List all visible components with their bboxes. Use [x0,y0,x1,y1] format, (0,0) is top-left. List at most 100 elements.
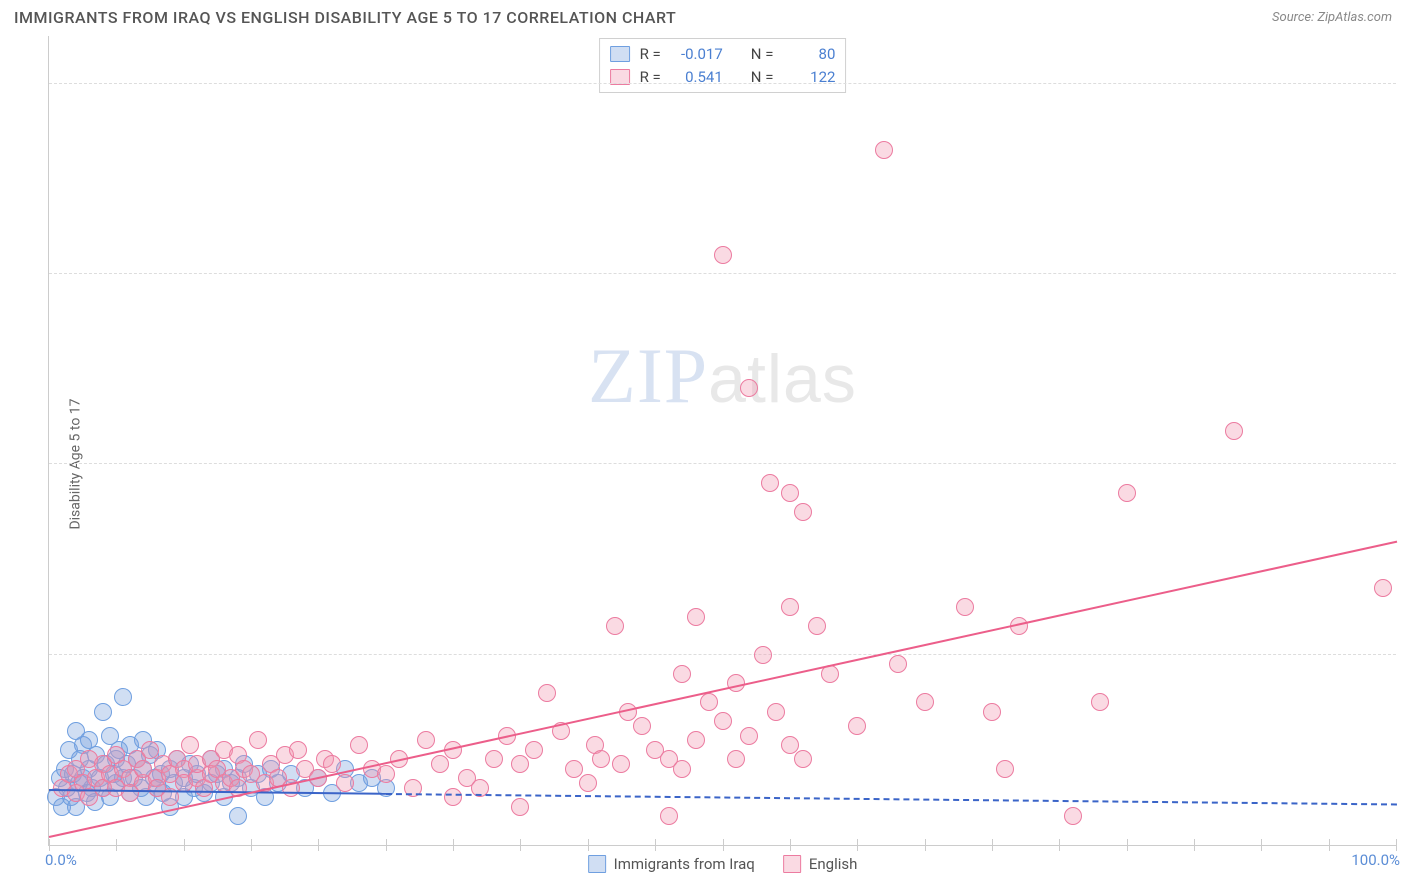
x-tick [925,839,926,851]
data-point [579,774,597,792]
data-point [740,727,758,745]
x-tick [588,839,589,851]
data-point [848,717,866,735]
trend-line [386,793,1397,805]
data-point [249,731,267,749]
stat-n-value: 122 [783,66,835,89]
x-axis-max-label: 100.0% [1351,851,1400,869]
x-tick [1059,839,1060,851]
data-point [511,798,529,816]
chart-title: IMMIGRANTS FROM IRAQ VS ENGLISH DISABILI… [14,8,676,27]
data-point [1091,693,1109,711]
data-point [687,731,705,749]
data-point [94,703,112,721]
data-point [1064,807,1082,825]
x-tick [116,839,117,851]
gridline [49,654,1396,655]
data-point [761,474,779,492]
x-tick [520,839,521,851]
gridline [49,83,1396,84]
data-point [1118,484,1136,502]
data-point [875,141,893,159]
legend-swatch [588,855,606,873]
data-point [794,503,812,521]
data-point [740,379,758,397]
stat-r-label: R = [640,66,661,89]
x-tick [1329,839,1330,851]
stat-r-label: R = [640,43,661,66]
data-point [700,693,718,711]
x-tick [1194,839,1195,851]
stats-row: R = 0.541 N = 122 [610,66,836,89]
x-tick [318,839,319,851]
x-tick [723,839,724,851]
data-point [754,646,772,664]
data-point [808,617,826,635]
data-point [660,807,678,825]
legend-label: Immigrants from Iraq [614,855,755,873]
stat-r-value: 0.541 [671,66,723,89]
data-point [996,760,1014,778]
data-point [781,736,799,754]
data-point [606,617,624,635]
x-tick [1396,839,1397,851]
data-point [538,684,556,702]
data-point [350,736,368,754]
data-point [916,693,934,711]
data-point [794,750,812,768]
data-point [511,755,529,773]
stat-n-label: N = [751,43,774,66]
data-point [485,750,503,768]
y-tick-label: 40.0% [1400,437,1406,455]
x-tick [1127,839,1128,851]
data-point [767,703,785,721]
data-point [673,665,691,683]
correlation-stats-box: R =-0.017N =80R =0.541N =122 [599,38,847,93]
legend-label: English [809,855,858,873]
data-point [229,807,247,825]
data-point [565,760,583,778]
scatter-plot: ZIPatlas R =-0.017N =80R =0.541N =122 0.… [48,36,1396,846]
data-point [612,755,630,773]
data-point [592,750,610,768]
x-axis-min-label: 0.0% [45,851,77,869]
data-point [714,712,732,730]
stats-row: R =-0.017N =80 [610,43,836,66]
data-point [727,750,745,768]
source-text: Source: ZipAtlas.com [1272,10,1392,25]
x-tick [655,839,656,851]
x-tick [184,839,185,851]
x-tick [790,839,791,851]
data-point [781,484,799,502]
data-point [336,774,354,792]
data-point [1225,422,1243,440]
data-point [289,741,307,759]
stat-r-value: -0.017 [671,43,723,66]
legend-item: English [783,855,858,873]
y-tick-label: 60.0% [1400,247,1406,265]
data-point [983,703,1001,721]
legend-item: Immigrants from Iraq [588,855,755,873]
watermark: ZIPatlas [588,331,857,421]
data-point [141,741,159,759]
data-point [889,655,907,673]
data-point [525,741,543,759]
legend: Immigrants from Iraq English [588,855,858,873]
data-point [181,736,199,754]
data-point [714,246,732,264]
data-point [956,598,974,616]
data-point [673,760,691,778]
y-tick-label: 20.0% [1400,628,1406,646]
data-point [633,717,651,735]
x-tick [386,839,387,851]
legend-swatch [783,855,801,873]
data-point [687,608,705,626]
stat-n-label: N = [751,66,774,89]
data-point [114,688,132,706]
data-point [431,755,449,773]
data-point [1374,579,1392,597]
x-tick [453,839,454,851]
legend-swatch [610,46,630,62]
data-point [377,765,395,783]
data-point [444,788,462,806]
